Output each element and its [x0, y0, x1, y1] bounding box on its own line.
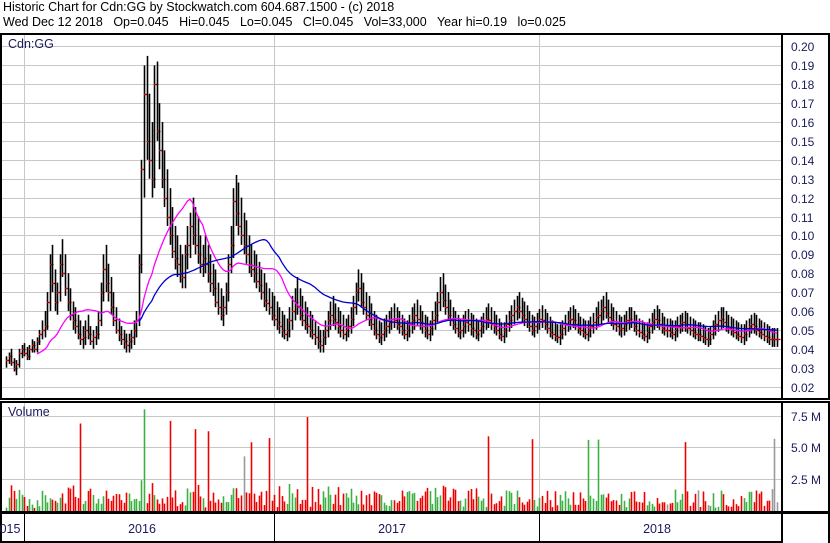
date-axis-label: 2017 [378, 522, 406, 536]
price-tick-label: 0.11 [791, 210, 814, 225]
volume-axis: 7.5 M 5.0 M 2.5 M [781, 401, 830, 513]
date-axis: 015 2016 2017 2018 [0, 512, 783, 543]
quote-open: Op=0.045 [113, 15, 169, 29]
price-chart-panel[interactable]: Cdn:GG [0, 33, 783, 400]
quote-date: Wed Dec 12 2018 [3, 15, 103, 29]
price-tick-label: 0.20 [791, 40, 815, 55]
volume-chart-panel[interactable]: Volume [0, 401, 783, 513]
date-separator [274, 514, 275, 541]
volume-tick-label: 5.0 M [791, 441, 822, 456]
price-tick-label: 0.12 [791, 191, 815, 206]
price-tick-label: 0.18 [791, 78, 815, 93]
volume-plot [2, 403, 781, 511]
price-tick-label: 0.02 [791, 380, 815, 395]
price-tick-label: 0.05 [791, 323, 815, 338]
volume-tick-label: 2.5 M [791, 473, 822, 488]
price-tick-label: 0.04 [791, 342, 815, 357]
price-tick-label: 0.13 [791, 172, 815, 187]
price-tick-label: 0.07 [791, 286, 815, 301]
quote-year-low: lo=0.025 [517, 15, 566, 29]
quote-year-high: Year hi=0.19 [436, 15, 508, 29]
date-axis-label: 2016 [128, 522, 156, 536]
chart-header: Historic Chart for Cdn:GG by Stockwatch.… [0, 0, 830, 31]
date-separator [24, 514, 25, 541]
date-separator [539, 514, 540, 541]
quote-high: Hi=0.045 [179, 15, 230, 29]
price-axis: 0.20 0.19 0.18 0.17 0.16 0.15 0.14 0.13 0.12 0.11… [781, 33, 830, 400]
quote-low: Lo=0.045 [239, 15, 293, 29]
date-axis-label: 015 [0, 522, 21, 536]
price-tick-label: 0.10 [791, 229, 815, 244]
price-tick-label: 0.16 [791, 116, 815, 131]
chart-title: Historic Chart for Cdn:GG by Stockwatch.… [3, 0, 395, 14]
price-tick-label: 0.09 [791, 248, 815, 263]
price-tick-label: 0.06 [791, 304, 815, 319]
volume-tick-label: 7.5 M [791, 409, 822, 424]
price-tick-label: 0.08 [791, 267, 815, 282]
price-tick-label: 0.19 [791, 59, 815, 74]
date-axis-label: 2018 [643, 522, 671, 536]
quote-summary: Wed Dec 12 2018 Op=0.045 Hi=0.045 Lo=0.0… [3, 15, 830, 30]
quote-close: Cl=0.045 [302, 15, 354, 29]
price-tick-label: 0.17 [791, 97, 815, 112]
price-tick-label: 0.14 [791, 153, 815, 168]
price-panel-label: Cdn:GG [8, 37, 54, 51]
volume-panel-label: Volume [8, 405, 50, 419]
axis-corner [781, 512, 830, 543]
price-plot [2, 35, 781, 398]
quote-volume: Vol=33,000 [363, 15, 427, 29]
price-tick-label: 0.15 [791, 134, 815, 149]
price-tick-label: 0.03 [791, 361, 815, 376]
